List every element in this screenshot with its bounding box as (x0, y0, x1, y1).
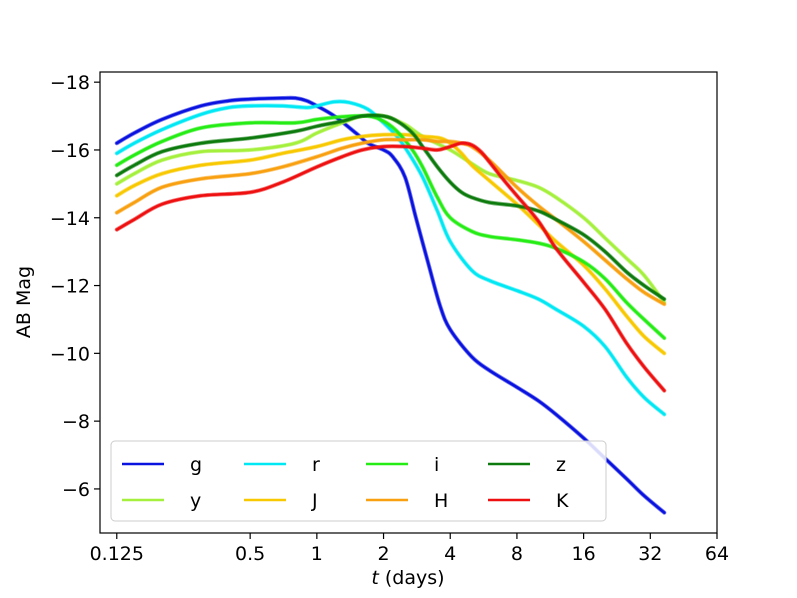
legend-label-r: r (312, 454, 320, 476)
y-tick-label: −16 (50, 140, 90, 162)
legend-label-z: z (556, 454, 566, 476)
y-tick-label: −14 (50, 208, 90, 230)
y-tick-label: −18 (50, 72, 90, 94)
x-tick-label: 32 (638, 543, 662, 565)
x-tick-label: 64 (705, 543, 729, 565)
y-axis-label: AB Mag (13, 266, 35, 338)
x-tick-label: 1 (311, 543, 323, 565)
x-axis-label: t (days) (371, 567, 444, 589)
series-line-g (115, 96, 666, 514)
y-tick-label: −10 (50, 343, 90, 365)
x-axis-label-italic: t (371, 567, 380, 589)
series-layer (114, 95, 667, 515)
legend-label-H: H (434, 490, 448, 512)
series-line-K (115, 141, 666, 392)
legend-box (110, 440, 607, 522)
x-tick-label: 2 (377, 543, 389, 565)
x-tick-label: 4 (444, 543, 456, 565)
legend-label-y: y (190, 490, 201, 512)
x-tick-label: 16 (572, 543, 596, 565)
x-tick-label: 8 (511, 543, 523, 565)
series-line-J (115, 133, 666, 355)
series-line-z (115, 114, 666, 301)
series-line-i (115, 114, 666, 340)
y-axis-ticks: −18 −16 −14 −12 −10 −8 −6 (50, 72, 100, 501)
series-line-r (115, 100, 666, 416)
y-tick-label: −6 (62, 479, 90, 501)
x-tick-label: 0.125 (90, 543, 144, 565)
x-axis-ticks: 0.125 0.5 1 2 4 8 16 32 64 (90, 533, 729, 565)
x-axis-label-rest: (days) (379, 567, 445, 589)
legend-label-K: K (556, 490, 569, 512)
legend-label-g: g (190, 454, 202, 476)
legend: g r i z y J H K (110, 440, 607, 522)
y-tick-label: −12 (50, 276, 90, 298)
legend-label-J: J (311, 490, 318, 512)
x-tick-label: 0.5 (235, 543, 265, 565)
y-tick-label: −8 (62, 411, 90, 433)
legend-label-i: i (434, 454, 439, 476)
plot-frame (99, 71, 718, 534)
series-line-H (115, 138, 666, 306)
